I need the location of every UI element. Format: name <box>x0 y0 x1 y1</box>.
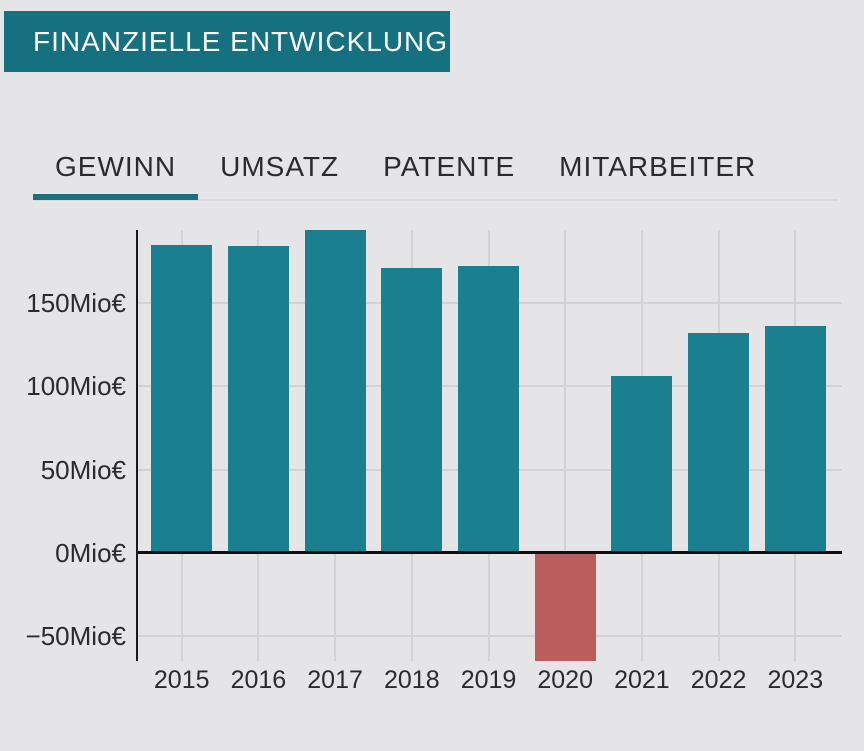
bar-2022 <box>688 333 750 553</box>
bar-2015 <box>151 244 213 553</box>
page-title: FINANZIELLE ENTWICKLUNG <box>33 25 449 57</box>
bar-chart-plot <box>136 229 842 661</box>
tab-mitarbeiter[interactable]: MITARBEITER <box>537 134 778 199</box>
y-tick-label: 150Mio€ <box>26 288 126 318</box>
y-tick-label: 50Mio€ <box>40 454 126 485</box>
x-tick-label: 2016 <box>230 666 287 694</box>
bar-2021 <box>611 376 673 553</box>
tab-bar: GEWINN UMSATZ PATENTE MITARBEITER <box>33 134 838 201</box>
y-tick-label: −50Mio€ <box>25 621 126 652</box>
vertical-gridline <box>564 230 567 661</box>
bar-2019 <box>458 266 519 553</box>
x-axis-labels: 2015 2016 2017 2018 2019 2020 2021 2022 2023 <box>136 666 842 700</box>
x-tick-label: 2015 <box>153 666 210 694</box>
bar-2016 <box>227 246 289 553</box>
horizontal-gridline <box>136 635 842 638</box>
y-axis-line <box>136 230 138 661</box>
y-tick-label: 100Mio€ <box>26 371 126 402</box>
tab-umsatz[interactable]: UMSATZ <box>198 134 361 199</box>
bar-2017 <box>304 229 366 553</box>
x-tick-label: 2020 <box>537 666 593 694</box>
y-axis-labels: 150Mio€ 100Mio€ 50Mio€ 0Mio€ −50Mio€ <box>0 230 126 661</box>
bar-2023 <box>764 326 826 553</box>
x-tick-label: 2022 <box>690 666 747 694</box>
tab-patente[interactable]: PATENTE <box>361 134 537 199</box>
bar-2020 <box>534 553 596 661</box>
tab-gewinn[interactable]: GEWINN <box>33 134 199 200</box>
x-tick-label: 2018 <box>383 666 440 694</box>
page-title-banner: FINANZIELLE ENTWICKLUNG <box>4 11 450 72</box>
x-tick-label: 2019 <box>460 666 517 694</box>
zero-baseline <box>136 551 842 554</box>
x-tick-label: 2021 <box>614 666 670 694</box>
bar-2018 <box>381 268 443 553</box>
x-tick-label: 2023 <box>767 666 824 694</box>
y-tick-label: 0Mio€ <box>55 538 126 568</box>
x-tick-label: 2017 <box>307 666 363 694</box>
